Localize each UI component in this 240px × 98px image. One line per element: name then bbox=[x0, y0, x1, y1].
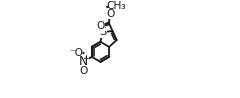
Text: +: + bbox=[82, 54, 89, 63]
Text: O: O bbox=[106, 9, 115, 19]
Text: CH₃: CH₃ bbox=[107, 1, 126, 11]
Text: O: O bbox=[79, 66, 88, 76]
Text: ⁻O: ⁻O bbox=[69, 48, 83, 58]
Text: N: N bbox=[79, 55, 88, 68]
Text: O: O bbox=[96, 21, 105, 31]
Text: S: S bbox=[99, 27, 106, 37]
